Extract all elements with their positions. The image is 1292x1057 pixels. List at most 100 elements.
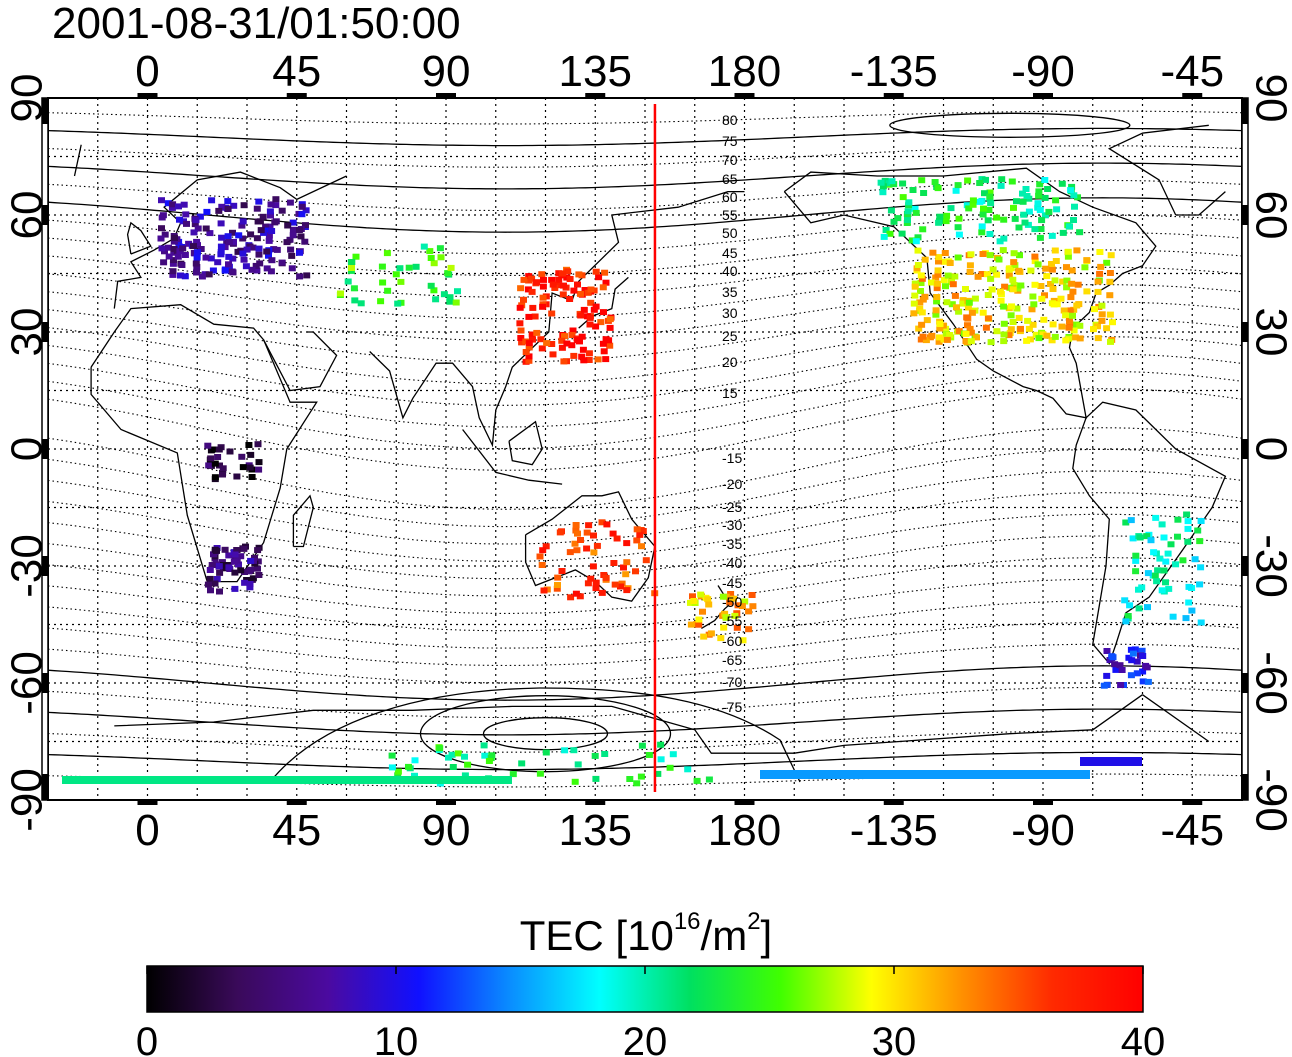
tec-cell — [1069, 288, 1077, 295]
coastline — [114, 694, 1210, 754]
tec-cell — [461, 772, 469, 779]
tec-cell — [388, 764, 396, 771]
tec-cell — [1071, 203, 1078, 210]
tec-cell — [1000, 216, 1008, 223]
tec-cell — [592, 585, 600, 592]
tec-cell — [446, 298, 454, 305]
tec-cell — [555, 276, 563, 283]
tec-cell — [1143, 664, 1151, 671]
tec-cell — [270, 246, 278, 253]
tec-cell — [1106, 292, 1114, 299]
tec-cell — [585, 522, 593, 529]
tec-cell — [734, 602, 742, 609]
tec-cell — [940, 277, 948, 284]
tec-cell — [912, 209, 920, 216]
tec-cell — [233, 547, 241, 553]
tec-cell — [697, 591, 705, 598]
tec-cell — [1144, 678, 1152, 685]
tec-cell — [218, 234, 226, 241]
tec-cell — [225, 239, 233, 246]
tec-cell — [1196, 538, 1204, 545]
mag-lat-contour — [48, 214, 1242, 255]
tec-cell — [699, 608, 706, 615]
tec-cell — [574, 281, 581, 288]
tec-cell — [879, 189, 887, 196]
tec-cell — [727, 591, 735, 597]
mag-lat-contour — [48, 600, 1242, 649]
border-tick — [734, 800, 755, 805]
tec-cell — [993, 271, 1001, 278]
tec-cell — [193, 254, 201, 261]
tec-cell — [272, 202, 280, 209]
tec-cell — [911, 205, 919, 212]
tec-cell — [1081, 264, 1089, 271]
tec-cell — [738, 603, 746, 610]
tec-cell — [231, 551, 239, 558]
tec-cell — [243, 246, 251, 253]
tec-cell — [704, 596, 712, 603]
tec-cell — [278, 207, 286, 214]
tec-cell — [745, 608, 753, 615]
tec-cell — [158, 245, 166, 252]
coastline — [73, 124, 1226, 216]
tec-cell — [1100, 682, 1108, 689]
tec-cell — [1065, 223, 1073, 230]
tec-cell — [1162, 558, 1170, 565]
tec-cell — [1135, 605, 1143, 612]
tec-cell — [935, 334, 943, 341]
tec-cell — [598, 589, 606, 596]
tec-cell — [1024, 317, 1032, 324]
tec-cell — [934, 271, 942, 278]
tec-cell — [171, 234, 178, 241]
tec-cell — [1127, 517, 1135, 524]
tec-cell — [1067, 294, 1075, 301]
tec-cell — [1139, 678, 1147, 685]
tec-cell — [548, 310, 556, 317]
tec-cell — [219, 465, 227, 472]
border-tick — [1242, 556, 1248, 576]
tec-cell — [215, 446, 223, 453]
tec-cell — [1031, 226, 1039, 233]
tec-cell — [1103, 648, 1111, 654]
tec-cell — [193, 264, 201, 270]
tec-cell — [1128, 657, 1136, 664]
tec-cell — [183, 220, 190, 227]
tec-cell — [444, 270, 452, 277]
tec-cell — [717, 635, 725, 642]
tec-cell — [537, 336, 545, 343]
tec-cell — [529, 336, 536, 343]
tec-cell — [242, 263, 250, 270]
tec-cell — [217, 243, 225, 250]
tec-cell — [255, 459, 263, 466]
tec-cell — [951, 292, 959, 299]
tec-cell — [1083, 288, 1091, 295]
tec-cell — [1063, 284, 1071, 291]
tec-cell — [247, 566, 254, 573]
tec-cell — [592, 303, 600, 310]
tec-cell — [566, 276, 574, 282]
tec-cell — [206, 567, 214, 573]
tec-cell — [921, 256, 929, 263]
tec-cell — [522, 349, 530, 355]
tec-cell — [202, 254, 210, 261]
coastline — [263, 331, 338, 392]
mag-lat-contour — [48, 427, 1242, 510]
border-tick — [42, 774, 48, 800]
tec-cell — [239, 464, 247, 471]
tec-cell — [1138, 584, 1146, 591]
tec-cell — [297, 233, 305, 240]
tec-cell — [1015, 267, 1023, 274]
tec-cell — [1034, 200, 1042, 207]
tec-cell — [882, 227, 890, 233]
colorbar-tick-label: 10 — [374, 1020, 419, 1057]
tec-cell — [1070, 327, 1078, 334]
tec-cell — [593, 542, 601, 549]
tec-cell — [980, 205, 987, 212]
lon-tick-label-top: 0 — [135, 47, 159, 96]
tec-cell — [485, 758, 493, 764]
tec-cell — [1091, 306, 1098, 313]
tec-cell — [548, 341, 556, 347]
tec-cell — [1144, 570, 1152, 577]
tec-cell — [1008, 178, 1016, 185]
tec-cell — [578, 353, 586, 360]
